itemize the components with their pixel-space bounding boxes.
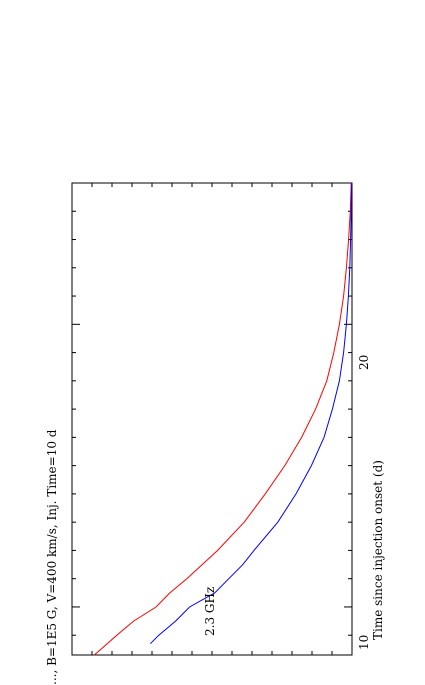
series-annotation-2-3-ghz: 2.3 GHz [203, 587, 217, 636]
x-tick-label-10: 10 [357, 635, 371, 650]
series-line-unlabeled-1 [150, 182, 353, 645]
x-tick-label-20: 20 [357, 355, 371, 370]
chart-title: ..., B=1E5 G, V=400 km/s, Inj. Time=10 d [45, 429, 59, 685]
series-line-2-3-ghz [94, 182, 352, 656]
series-layer [94, 182, 353, 656]
axis-ticks [71, 182, 353, 655]
plot-frame [71, 182, 353, 656]
x-axis-label: Time since injection onset (d) [371, 460, 385, 640]
